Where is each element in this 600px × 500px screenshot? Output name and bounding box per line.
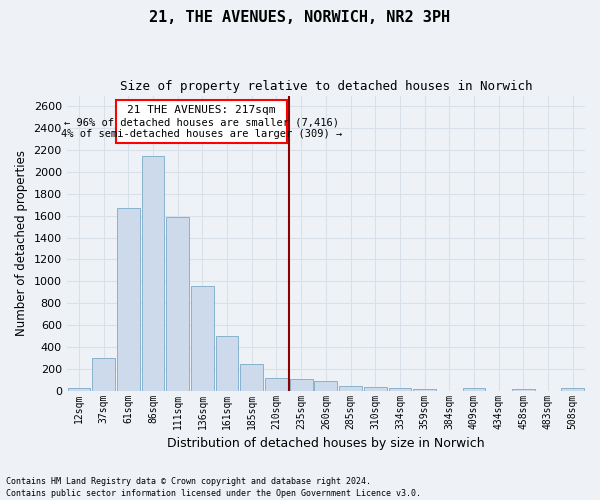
Title: Size of property relative to detached houses in Norwich: Size of property relative to detached ho… [119, 80, 532, 93]
Bar [142, 156, 164, 390]
Bar [562, 388, 584, 390]
Text: 21, THE AVENUES, NORWICH, NR2 3PH: 21, THE AVENUES, NORWICH, NR2 3PH [149, 10, 451, 25]
Bar [166, 217, 189, 390]
Y-axis label: Number of detached properties: Number of detached properties [15, 150, 28, 336]
Bar [68, 388, 91, 390]
Bar [389, 388, 411, 390]
Text: 4% of semi-detached houses are larger (309) →: 4% of semi-detached houses are larger (3… [61, 130, 342, 140]
Text: 21 THE AVENUES: 217sqm: 21 THE AVENUES: 217sqm [127, 104, 275, 115]
Bar [290, 378, 313, 390]
Bar [216, 336, 238, 390]
Text: Contains HM Land Registry data © Crown copyright and database right 2024.
Contai: Contains HM Land Registry data © Crown c… [6, 476, 421, 498]
Bar [463, 388, 485, 390]
Bar [314, 381, 337, 390]
Bar [241, 364, 263, 390]
Bar [117, 208, 140, 390]
Bar [512, 388, 535, 390]
Bar [191, 286, 214, 391]
Bar [413, 389, 436, 390]
Bar [339, 386, 362, 390]
Bar [265, 378, 288, 390]
Bar [364, 387, 386, 390]
Bar [92, 358, 115, 390]
X-axis label: Distribution of detached houses by size in Norwich: Distribution of detached houses by size … [167, 437, 485, 450]
Bar [116, 100, 287, 143]
Text: ← 96% of detached houses are smaller (7,416): ← 96% of detached houses are smaller (7,… [64, 118, 339, 128]
